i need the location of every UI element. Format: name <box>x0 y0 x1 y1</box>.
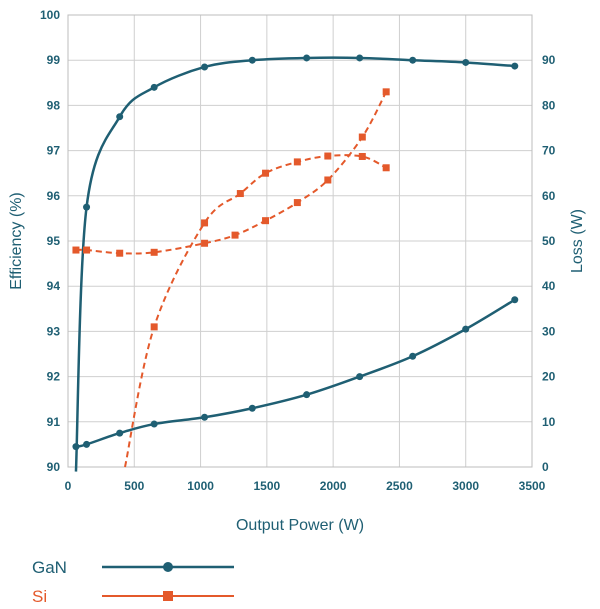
y2-tick-label: 40 <box>542 279 556 293</box>
data-point-gan-efficiency <box>248 56 256 64</box>
y-tick-label: 93 <box>47 324 61 338</box>
y-axis-left-ticks: 90 91 92 93 94 95 96 97 98 99 100 <box>40 8 60 474</box>
data-point-gan-efficiency <box>303 54 311 62</box>
y-axis-left-title: Efficiency (%) <box>8 192 25 290</box>
y2-tick-label: 50 <box>542 234 556 248</box>
legend-marker-gan <box>163 562 173 572</box>
data-point-gan-loss <box>150 420 158 428</box>
x-tick-label: 3500 <box>519 479 546 493</box>
y-tick-label: 98 <box>47 98 61 112</box>
x-tick-label: 500 <box>124 479 144 493</box>
data-point-si-loss <box>231 231 239 239</box>
data-point-si-efficiency <box>262 169 270 177</box>
x-tick-label: 1500 <box>254 479 281 493</box>
y-tick-label: 97 <box>47 144 61 158</box>
data-point-gan-loss <box>303 391 311 399</box>
y2-tick-label: 70 <box>542 144 556 158</box>
data-point-si-loss <box>150 248 158 256</box>
legend: GaN Si <box>32 558 234 606</box>
data-point-si-loss <box>262 217 270 225</box>
y-tick-label: 94 <box>47 279 61 293</box>
x-tick-label: 1000 <box>187 479 214 493</box>
series-gan-efficiency <box>74 54 519 472</box>
y2-tick-label: 0 <box>542 460 549 474</box>
data-point-gan-efficiency <box>116 113 124 121</box>
data-point-si-efficiency <box>358 152 366 160</box>
data-point-gan-loss <box>72 443 80 451</box>
data-point-gan-loss <box>409 352 417 360</box>
x-axis-ticks: 0 500 1000 1500 2000 2500 3000 3500 <box>65 479 546 493</box>
data-point-gan-loss <box>356 373 364 381</box>
data-point-si-efficiency <box>324 152 332 160</box>
y2-tick-label: 80 <box>542 98 556 112</box>
data-point-gan-efficiency <box>409 56 417 64</box>
data-point-si-efficiency <box>382 164 390 172</box>
legend-marker-si <box>163 591 173 601</box>
y-tick-label: 91 <box>47 415 61 429</box>
y-tick-label: 96 <box>47 189 61 203</box>
data-point-gan-loss <box>248 404 256 412</box>
data-point-gan-efficiency <box>462 58 470 66</box>
data-point-si-efficiency <box>236 190 244 198</box>
y2-tick-label: 90 <box>542 53 556 67</box>
y2-tick-label: 20 <box>542 370 556 384</box>
data-point-gan-loss <box>83 440 91 448</box>
x-tick-label: 2500 <box>386 479 413 493</box>
data-point-si-loss <box>83 246 91 254</box>
data-point-si-loss <box>116 249 124 257</box>
data-point-gan-efficiency <box>356 54 364 62</box>
series-gan-loss <box>72 296 519 451</box>
x-tick-label: 0 <box>65 479 72 493</box>
data-point-gan-loss <box>511 296 519 304</box>
y-tick-label: 99 <box>47 53 61 67</box>
data-point-si-loss <box>201 239 209 247</box>
data-point-gan-efficiency <box>83 203 91 211</box>
legend-label-gan: GaN <box>32 558 67 577</box>
data-point-si-efficiency <box>150 323 158 331</box>
grid <box>67 14 533 468</box>
plot-frame <box>67 14 533 468</box>
series-layer <box>72 54 519 472</box>
data-point-gan-efficiency <box>150 83 158 91</box>
data-point-si-loss <box>293 199 301 207</box>
data-point-gan-loss <box>116 429 124 437</box>
y-tick-label: 90 <box>47 460 61 474</box>
data-point-si-loss <box>358 133 366 141</box>
x-tick-label: 3000 <box>452 479 479 493</box>
data-point-si-loss <box>382 88 390 96</box>
data-point-si-efficiency <box>201 219 209 227</box>
data-point-si-loss <box>324 176 332 184</box>
data-point-gan-loss <box>201 413 209 421</box>
x-tick-label: 2000 <box>320 479 347 493</box>
x-axis-title: Output Power (W) <box>236 517 364 534</box>
data-point-gan-loss <box>462 325 470 333</box>
series-si-efficiency <box>124 152 390 468</box>
legend-label-si: Si <box>32 587 47 606</box>
y2-tick-label: 60 <box>542 189 556 203</box>
y-tick-label: 92 <box>47 370 61 384</box>
y2-tick-label: 10 <box>542 415 556 429</box>
y-tick-label: 100 <box>40 8 60 22</box>
series-line-gan-efficiency <box>74 56 515 472</box>
series-si-loss <box>72 88 390 257</box>
series-line-si-efficiency <box>124 154 387 468</box>
y-axis-right-ticks: 0 10 20 30 40 50 60 70 80 90 <box>542 53 556 474</box>
data-point-si-efficiency <box>293 158 301 166</box>
y-tick-label: 95 <box>47 234 61 248</box>
data-point-gan-efficiency <box>201 63 209 71</box>
y-axis-right-title: Loss (W) <box>569 209 586 273</box>
y2-tick-label: 30 <box>542 324 556 338</box>
data-point-gan-efficiency <box>511 62 519 70</box>
data-point-si-loss <box>72 246 80 254</box>
